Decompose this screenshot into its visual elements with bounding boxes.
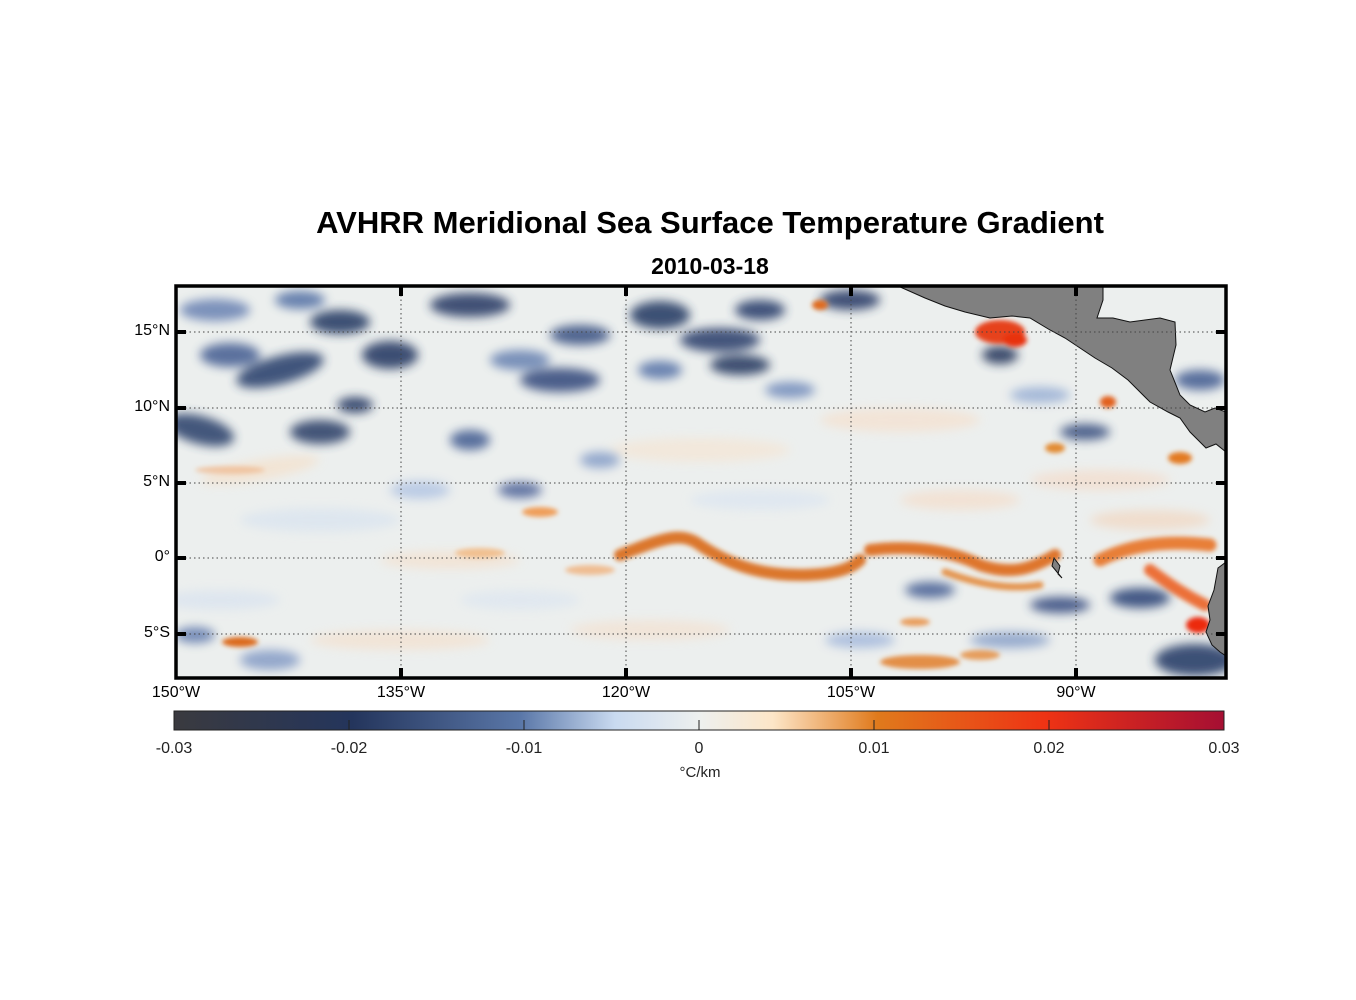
sst-gradient-field: [176, 286, 1226, 678]
colorbar-tick-label: -0.02: [330, 740, 368, 757]
colorbar-tick-label: 0.01: [858, 740, 890, 757]
central-america-land: [897, 286, 1226, 453]
lat-label-5n: 5°N: [143, 473, 170, 490]
colorbar-tick-label: 0.03: [1208, 740, 1240, 757]
colorbar-ticks: [348, 720, 1050, 730]
lon-label-150w: 150°W: [151, 684, 201, 701]
lon-label-90w: 90°W: [1056, 684, 1096, 701]
map-frame: [174, 284, 1228, 680]
map-subtitle: 2010-03-18: [651, 253, 769, 279]
lat-label-5s: 5°S: [144, 624, 170, 641]
lat-label-15n: 15°N: [134, 322, 170, 339]
lon-label-135w: 135°W: [376, 684, 426, 701]
lat-label-equator: 0°: [154, 548, 170, 565]
colorbar-unit-label: °C/km: [679, 764, 721, 781]
lat-label-10n: 10°N: [134, 398, 170, 415]
colorbar-tick-label: -0.01: [505, 740, 543, 757]
galapagos-land: [1051, 556, 1063, 579]
colorbar-tick-label: 0: [694, 740, 704, 757]
lon-label-105w: 105°W: [826, 684, 876, 701]
lon-label-120w: 120°W: [601, 684, 651, 701]
map-title: AVHRR Meridional Sea Surface Temperature…: [316, 205, 1104, 240]
colorbar-tick-label: 0.02: [1033, 740, 1065, 757]
colorbar-tick-label: -0.03: [155, 740, 193, 757]
